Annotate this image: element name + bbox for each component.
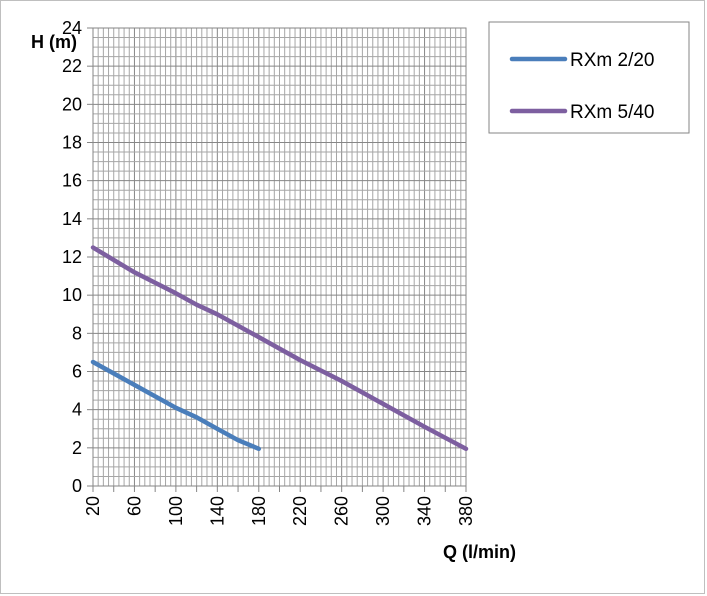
x-axis-title: Q (l/min) [443,542,516,562]
x-tick-label: 300 [373,496,393,526]
y-tick-label: 12 [62,247,82,267]
x-tick-label: 260 [332,496,352,526]
y-tick-label: 6 [72,362,82,382]
legend-label: RXm 2/20 [570,50,654,71]
y-axis-title: H (m) [31,32,77,52]
x-tick-label: 100 [166,496,186,526]
x-tick-label: 140 [207,496,227,526]
x-tick-label: 20 [83,496,103,516]
y-tick-label: 10 [62,285,82,305]
x-tick-label: 180 [249,496,269,526]
series-line-2 [90,245,469,452]
x-tick-label: 220 [290,496,310,526]
x-tick-label: 340 [415,496,435,526]
y-tick-label: 18 [62,133,82,153]
legend-label: RXm 5/40 [570,102,654,123]
x-tick-label: 60 [124,496,144,516]
x-axis-ticks: 20 60 100 140 180 220 260 300 340 380 [83,486,476,526]
y-tick-label: 20 [62,94,82,114]
y-tick-label: 4 [72,400,82,420]
series-line-1 [90,359,262,452]
legend-box [488,21,690,134]
y-tick-label: 0 [72,476,82,496]
y-tick-label: 24 [62,18,82,38]
y-tick-label: 16 [62,171,82,191]
series-lines [90,245,469,452]
y-tick-label: 8 [72,323,82,343]
y-tick-label: 2 [72,438,82,458]
legend: RXm 2/20 RXm 5/40 [488,21,690,134]
x-tick-label: 380 [456,496,476,526]
y-tick-label: 22 [62,56,82,76]
y-tick-label: 14 [62,209,82,229]
